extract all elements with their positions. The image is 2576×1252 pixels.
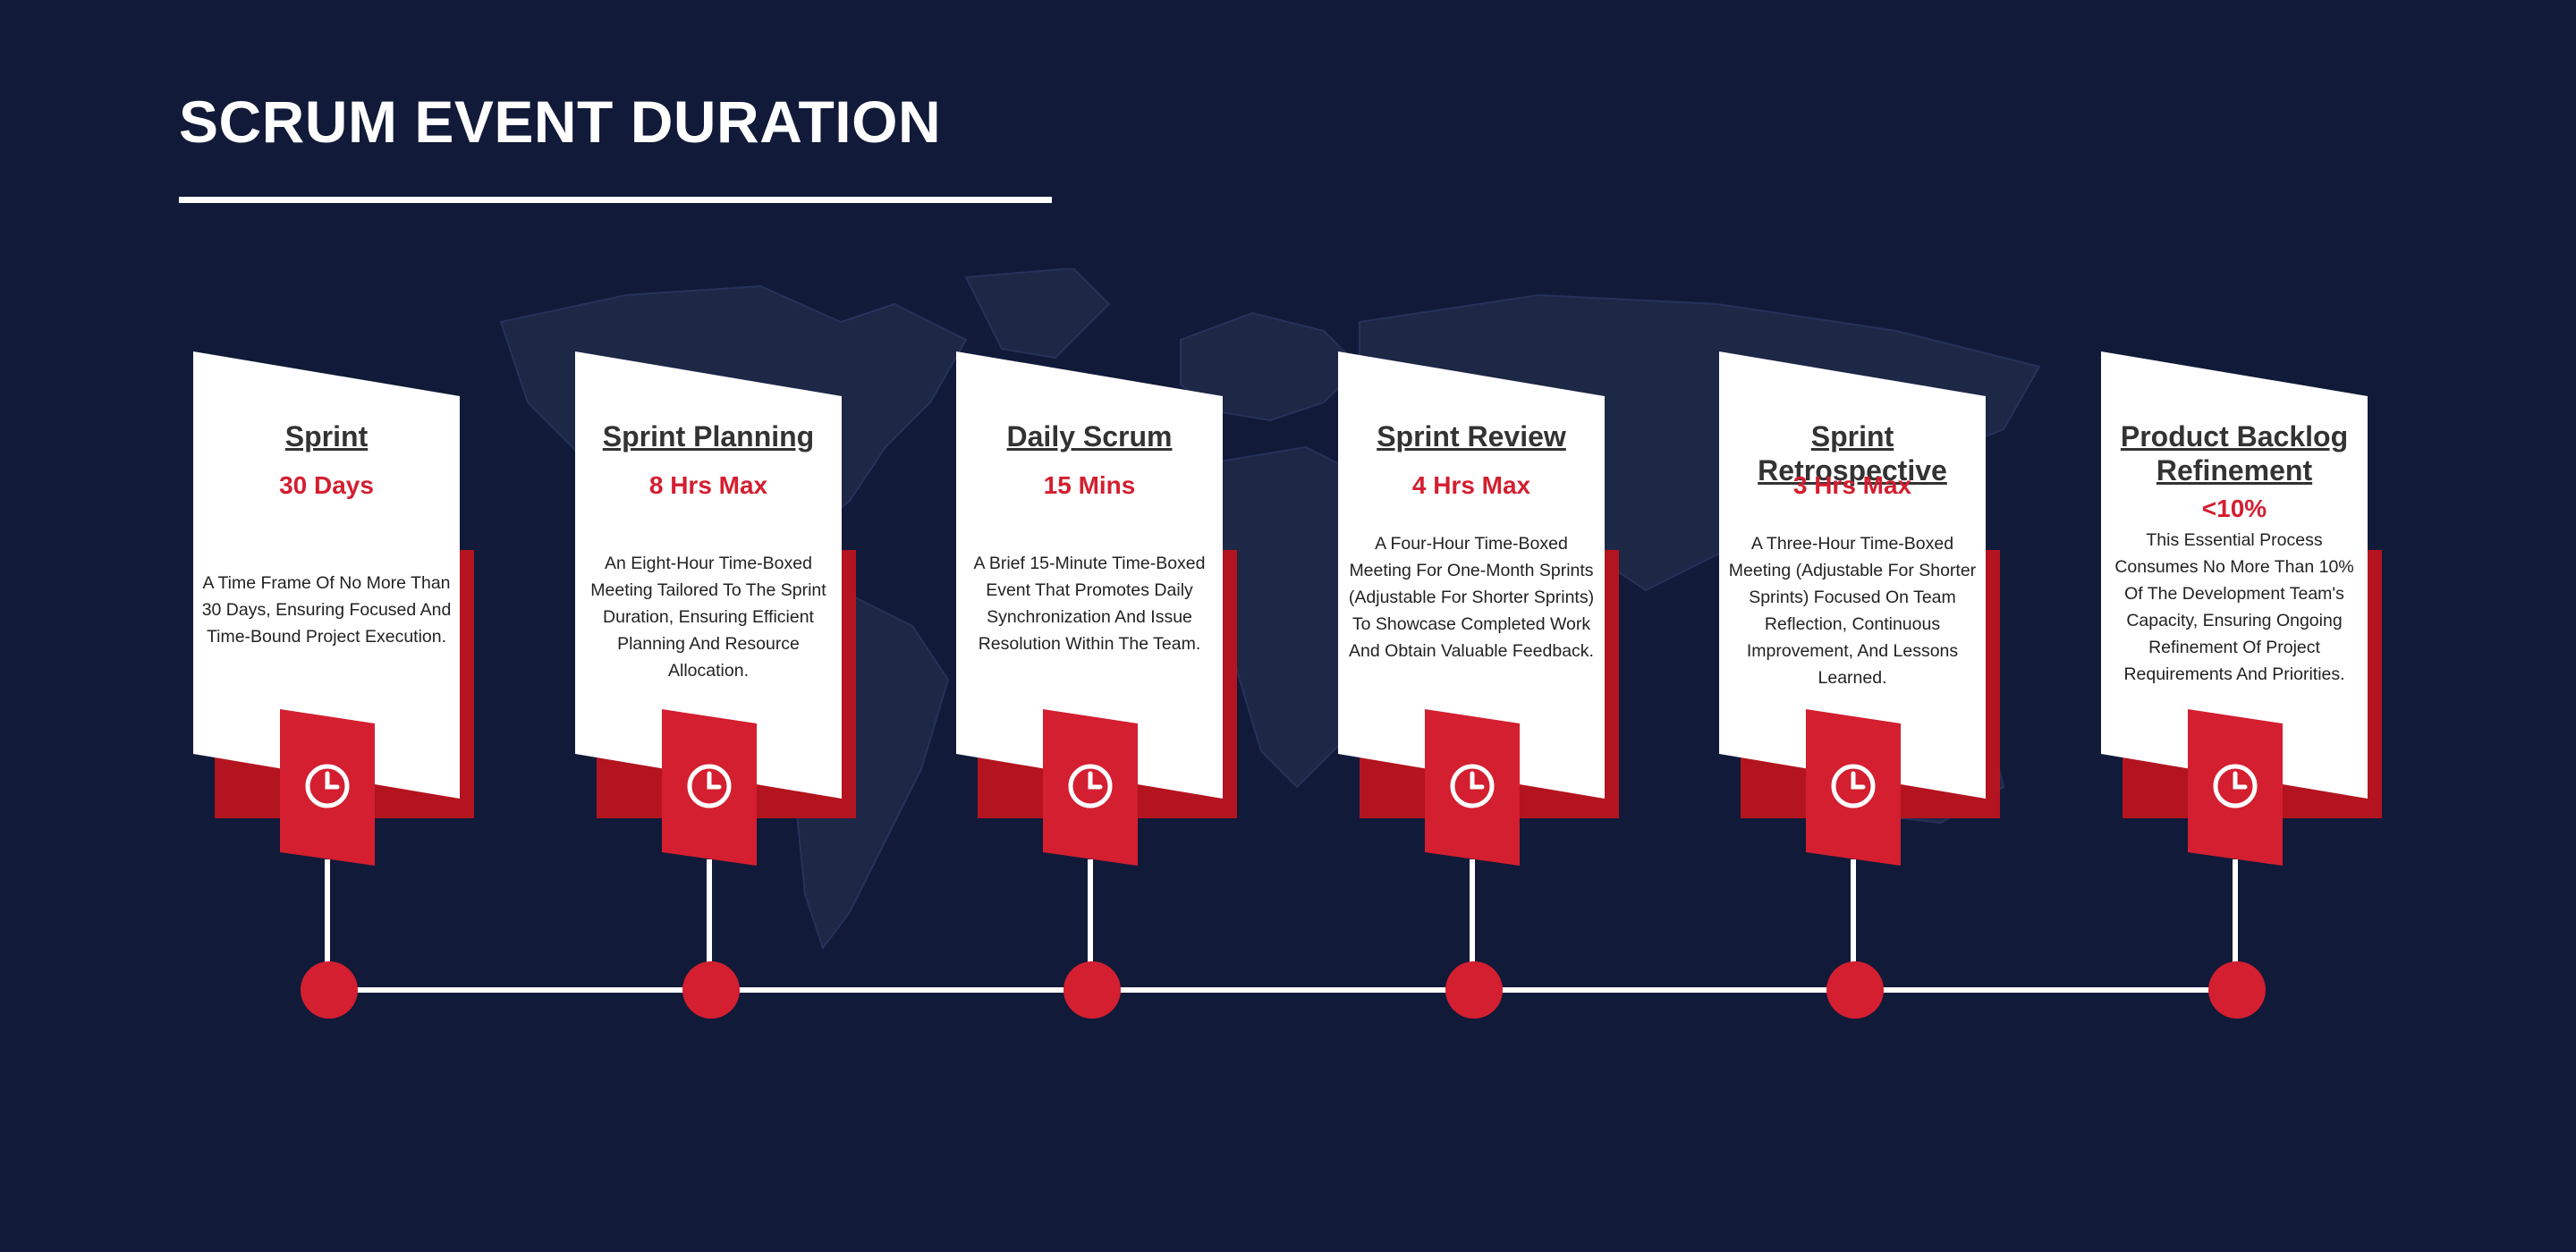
timeline-stem <box>325 859 330 985</box>
timeline-dot <box>301 961 358 1019</box>
timeline-stem <box>1088 859 1093 985</box>
event-card-sprint-retrospective: Sprint Retrospective 3 Hrs Max A Three-H… <box>1719 351 2005 985</box>
event-description: A Time Frame Of No More Than 30 Days, En… <box>201 573 452 647</box>
event-card-sprint: Sprint 30 Days A Time Frame Of No More T… <box>193 351 479 985</box>
event-name: Daily Scrum <box>1006 420 1173 453</box>
page-title: SCRUM EVENT DURATION <box>179 89 942 155</box>
event-duration: 30 Days <box>279 471 374 499</box>
timeline-stem <box>1851 859 1856 985</box>
event-card-daily-scrum: Daily Scrum 15 Mins A Brief 15-Minute Ti… <box>956 351 1242 985</box>
event-card-sprint-planning: Sprint Planning 8 Hrs Max An Eight-Hour … <box>575 351 861 985</box>
event-duration: 4 Hrs Max <box>1411 471 1531 499</box>
timeline-stem <box>1470 859 1475 985</box>
title-underline <box>179 197 1052 203</box>
event-card-product-backlog-refinement: Product Backlog Refinement <10% This Ess… <box>2101 351 2387 985</box>
timeline-dot <box>1826 961 1884 1019</box>
clock-icon <box>2213 764 2258 808</box>
event-description: A Brief 15-Minute Time-Boxed Event That … <box>973 554 1206 654</box>
clock-icon <box>687 764 732 808</box>
clock-icon <box>1831 764 1876 808</box>
timeline-dot <box>1445 961 1503 1019</box>
timeline-line <box>329 987 2263 993</box>
event-name: Sprint Retrospective <box>1758 420 1947 486</box>
event-description: An Eight-Hour Time-Boxed Meeting Tailore… <box>590 554 826 681</box>
card-panel: Sprint 30 Days A Time Frame Of No More T… <box>193 351 460 799</box>
timeline-dot <box>2208 961 2266 1019</box>
timeline-stem <box>707 859 712 985</box>
event-description: A Three-Hour Time-Boxed Meeting (Adjusta… <box>1728 534 1977 688</box>
event-duration: 15 Mins <box>1043 471 1136 499</box>
event-duration: 8 Hrs Max <box>648 471 768 499</box>
event-name: Sprint Review <box>1377 420 1566 453</box>
event-duration: <10% <box>2201 495 2267 522</box>
clock-icon <box>1450 764 1495 808</box>
clock-icon <box>1068 764 1113 808</box>
event-name: Sprint <box>284 420 369 453</box>
timeline-stem <box>2233 859 2238 985</box>
event-name: Sprint Planning <box>602 420 815 453</box>
event-duration: 3 Hrs Max <box>1792 471 1912 499</box>
event-card-sprint-review: Sprint Review 4 Hrs Max A Four-Hour Time… <box>1338 351 1624 985</box>
event-name: Product Backlog Refinement <box>2120 420 2349 486</box>
event-description: This Essential Process Consumes No More … <box>2114 530 2354 684</box>
clock-icon <box>305 764 350 808</box>
timeline-dot <box>682 961 740 1019</box>
event-description: A Four-Hour Time-Boxed Meeting For One-M… <box>1348 534 1595 661</box>
timeline-dot <box>1063 961 1121 1019</box>
